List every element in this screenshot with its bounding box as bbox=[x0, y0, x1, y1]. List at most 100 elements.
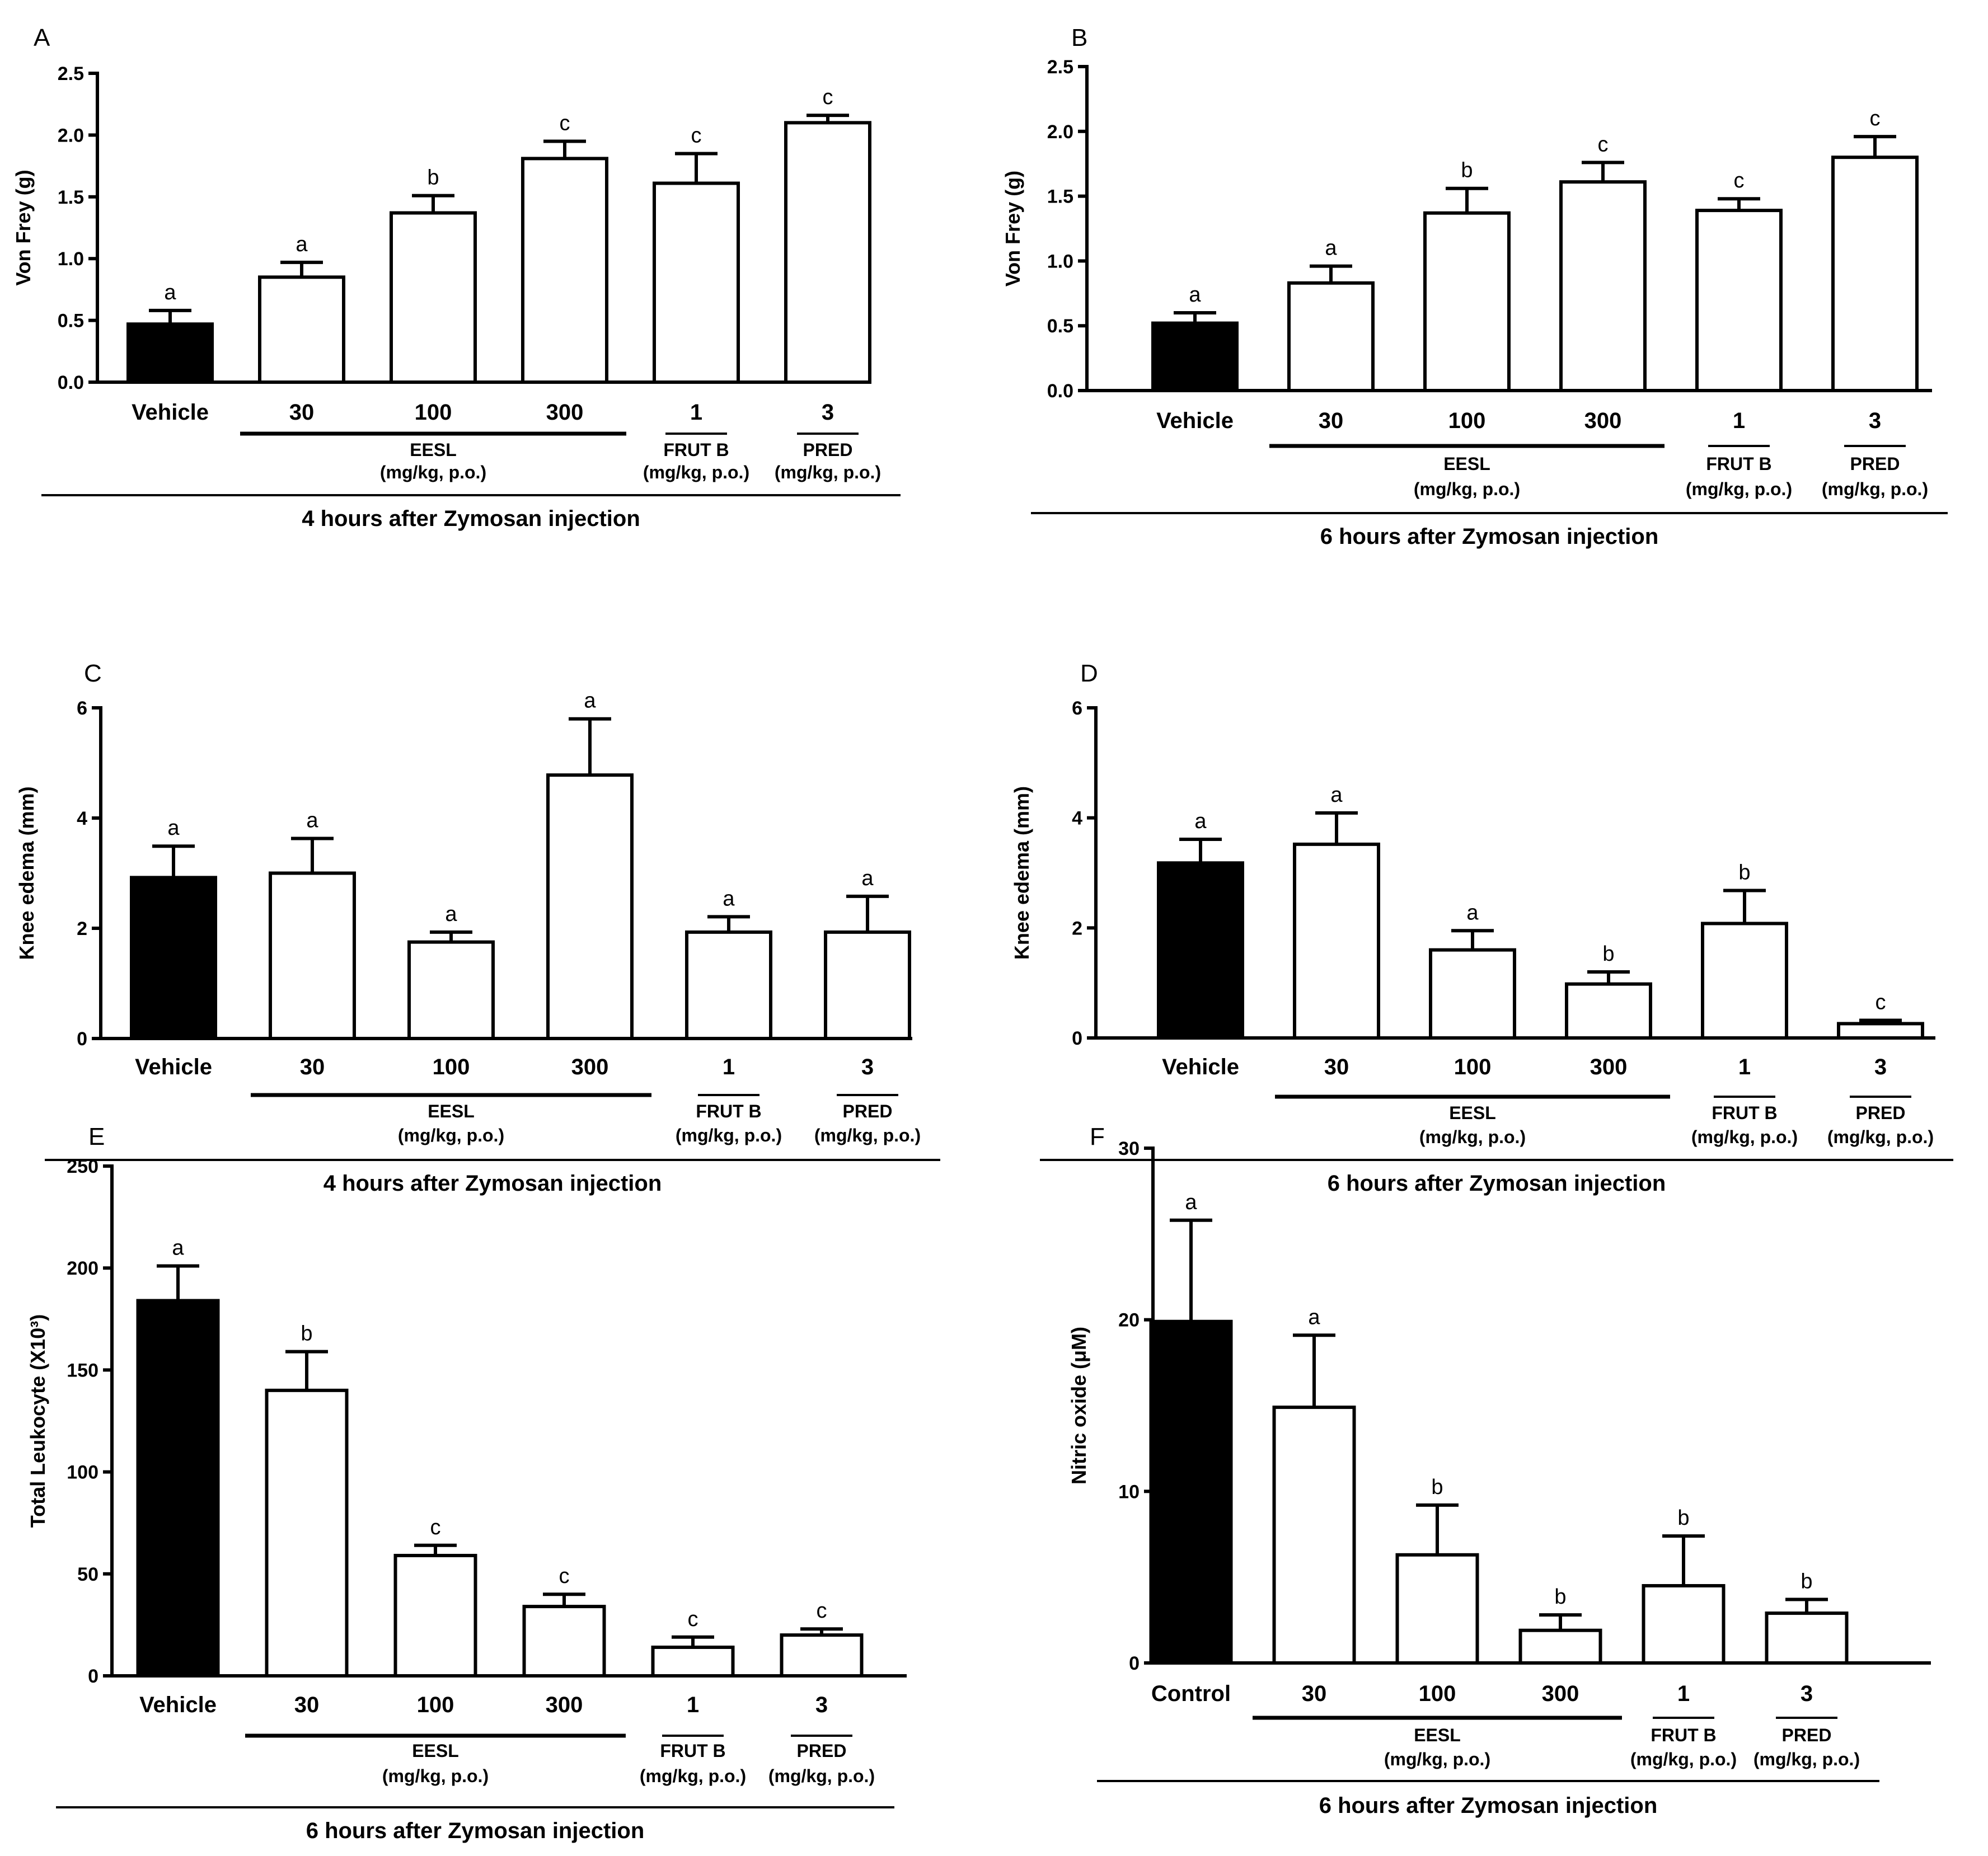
group-sublabel: (mg/kg, p.o.) bbox=[1419, 1127, 1526, 1147]
group-sublabel: (mg/kg, p.o.) bbox=[1414, 479, 1520, 499]
significance-letter: a bbox=[723, 887, 735, 910]
bar-100 bbox=[1429, 948, 1516, 1040]
category-label: Control bbox=[1151, 1681, 1231, 1706]
category-label: 3 bbox=[1869, 408, 1881, 433]
bar-300 bbox=[1559, 180, 1647, 392]
bar-1 bbox=[1701, 922, 1788, 1040]
y-tick-label: 6 bbox=[77, 698, 87, 719]
panel-e: E 0 50 100 150 200 250 Total Leukocyte (X10³) a V… bbox=[26, 1123, 907, 1843]
significance-letter: c bbox=[559, 1564, 570, 1588]
y-tick-label: 2.5 bbox=[58, 63, 84, 84]
bar-100 bbox=[1423, 211, 1511, 392]
bar-1 bbox=[685, 930, 772, 1041]
category-label: 300 bbox=[1542, 1681, 1579, 1706]
group-sublabel: (mg/kg, p.o.) bbox=[398, 1125, 504, 1145]
panel-letter: B bbox=[1071, 24, 1087, 51]
category-label: 300 bbox=[1590, 1055, 1628, 1079]
caption-label: 6 hours after Zymosan injection bbox=[1328, 1171, 1666, 1196]
group-sublabel: (mg/kg, p.o.) bbox=[775, 462, 881, 482]
category-label: Vehicle bbox=[1162, 1055, 1239, 1079]
y-tick-label: 1.0 bbox=[58, 248, 84, 270]
group-sublabel: (mg/kg, p.o.) bbox=[814, 1125, 921, 1145]
y-tick-label: 2.0 bbox=[58, 125, 84, 146]
significance-letter: b bbox=[1677, 1506, 1689, 1530]
category-label: 300 bbox=[546, 1693, 583, 1717]
group-label: PRED bbox=[797, 1741, 847, 1761]
group-sublabel: (mg/kg, p.o.) bbox=[382, 1766, 489, 1786]
panel-letter: D bbox=[1080, 660, 1098, 687]
caption-label: 6 hours after Zymosan injection bbox=[306, 1819, 645, 1843]
panel-a: A 0.0 0.5 1.0 1.5 2.0 2.5 Von Frey (g) a Vehicle a… bbox=[12, 24, 901, 531]
bar-vehicle bbox=[1151, 321, 1239, 392]
bar-3 bbox=[824, 930, 911, 1041]
significance-letter: a bbox=[1194, 810, 1207, 833]
y-tick-label: 10 bbox=[1118, 1481, 1140, 1502]
y-tick-label: 2.5 bbox=[1047, 57, 1073, 78]
significance-letter: a bbox=[1308, 1305, 1320, 1329]
bar-100 bbox=[393, 1554, 477, 1678]
category-label: 3 bbox=[861, 1055, 874, 1079]
category-label: 300 bbox=[546, 400, 584, 425]
y-tick-label: 150 bbox=[67, 1360, 99, 1381]
bar-300 bbox=[1518, 1628, 1602, 1665]
group-sublabel: (mg/kg, p.o.) bbox=[640, 1766, 746, 1786]
category-label: 1 bbox=[1738, 1055, 1751, 1079]
significance-letter: a bbox=[306, 809, 318, 832]
category-label: 1 bbox=[690, 400, 702, 425]
significance-letter: a bbox=[584, 689, 596, 713]
bar-300 bbox=[521, 157, 608, 384]
significance-letter: c bbox=[1876, 991, 1886, 1014]
group-label: PRED bbox=[1782, 1725, 1832, 1745]
bar-vehicle bbox=[126, 322, 214, 384]
group-sublabel: (mg/kg, p.o.) bbox=[643, 462, 749, 482]
y-tick-label: 250 bbox=[67, 1156, 99, 1177]
y-tick-label: 0.5 bbox=[1047, 316, 1073, 337]
bar-vehicle bbox=[1157, 861, 1244, 1040]
category-label: 100 bbox=[415, 400, 452, 425]
significance-letter: c bbox=[691, 124, 702, 148]
significance-letter: a bbox=[164, 281, 176, 304]
group-label: EESL bbox=[412, 1741, 459, 1761]
group-label: PRED bbox=[803, 440, 853, 460]
group-label: EESL bbox=[1449, 1103, 1496, 1123]
y-tick-label: 1.5 bbox=[1047, 186, 1073, 208]
y-tick-label: 0 bbox=[88, 1666, 99, 1687]
y-tick-label: 50 bbox=[77, 1564, 99, 1585]
category-label: Vehicle bbox=[135, 1055, 212, 1079]
y-axis-label: Von Frey (g) bbox=[12, 170, 35, 285]
significance-letter: a bbox=[1466, 901, 1479, 924]
y-tick-label: 4 bbox=[1072, 808, 1082, 829]
bar-300 bbox=[522, 1605, 606, 1678]
category-label: 1 bbox=[687, 1693, 699, 1717]
bar-30 bbox=[258, 275, 345, 384]
significance-letter: a bbox=[296, 233, 308, 256]
group-sublabel: (mg/kg, p.o.) bbox=[1822, 479, 1928, 499]
group-sublabel: (mg/kg, p.o.) bbox=[1630, 1749, 1737, 1769]
caption-label: 6 hours after Zymosan injection bbox=[1320, 524, 1659, 549]
significance-letter: b bbox=[1461, 159, 1473, 182]
group-sublabel: (mg/kg, p.o.) bbox=[1384, 1749, 1490, 1769]
y-axis-label: Knee edema (mm) bbox=[1010, 786, 1033, 960]
significance-letter: c bbox=[430, 1516, 441, 1539]
bar-300 bbox=[546, 773, 634, 1041]
significance-letter: c bbox=[823, 86, 833, 109]
bar-30 bbox=[265, 1388, 349, 1678]
category-label: 30 bbox=[1319, 408, 1344, 433]
y-tick-label: 2.0 bbox=[1047, 121, 1073, 143]
category-label: Vehicle bbox=[139, 1693, 217, 1717]
category-label: 100 bbox=[1419, 1681, 1456, 1706]
category-label: 3 bbox=[822, 400, 834, 425]
significance-letter: b bbox=[1431, 1476, 1443, 1499]
group-label: FRUT B bbox=[660, 1741, 725, 1761]
category-label: Vehicle bbox=[1156, 408, 1234, 433]
group-sublabel: (mg/kg, p.o.) bbox=[1686, 479, 1792, 499]
bar-3 bbox=[1837, 1022, 1924, 1040]
caption-label: 4 hours after Zymosan injection bbox=[323, 1171, 662, 1196]
panel-b: B 0.0 0.5 1.0 1.5 2.0 2.5 Von Frey (g) a Vehicle a… bbox=[1001, 24, 1948, 549]
bar-1 bbox=[653, 181, 740, 384]
group-sublabel: (mg/kg, p.o.) bbox=[1827, 1127, 1934, 1147]
significance-letter: c bbox=[1734, 169, 1745, 192]
y-tick-label: 1.0 bbox=[1047, 251, 1073, 272]
y-tick-label: 4 bbox=[77, 808, 87, 829]
